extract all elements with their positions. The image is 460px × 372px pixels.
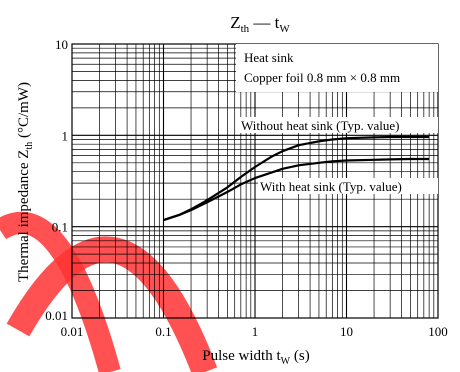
- series-label-without: Without heat sink (Typ. value): [241, 118, 400, 133]
- x-tick-label: 1: [252, 324, 259, 339]
- legend-line-2: Copper foil 0.8 mm × 0.8 mm: [244, 70, 400, 85]
- y-axis-label-sub: th: [24, 142, 35, 150]
- legend-box: [236, 44, 438, 92]
- series-line-with-heat-sink: [163, 157, 430, 222]
- curves: [163, 135, 430, 222]
- x-axis-label: Pulse width tW (s): [202, 348, 309, 367]
- title-t-sub: W: [279, 23, 290, 35]
- series-label-bg-2: [258, 178, 438, 194]
- y-axis-label-var: Z: [16, 150, 32, 159]
- legend-line-1: Heat sink: [244, 50, 294, 65]
- title-t: t: [275, 13, 280, 32]
- x-axis-label-unit: (s): [294, 348, 310, 364]
- x-tick-label: 0.01: [61, 324, 84, 339]
- x-axis-label-sub: W: [281, 356, 291, 367]
- series-line-without-heat-sink: [163, 135, 430, 222]
- title-z: Z: [230, 13, 240, 32]
- x-tick-label: 0.1: [155, 324, 171, 339]
- y-tick-label: 1: [62, 128, 69, 143]
- x-axis-label-var: t: [276, 348, 281, 364]
- y-axis-label-text: Thermal impedance: [16, 162, 32, 282]
- y-axis-label-unit: (°C/mW): [16, 82, 32, 138]
- y-tick-label: 10: [55, 37, 68, 52]
- y-tick-label: 0.01: [45, 308, 68, 323]
- chart-title: Zth — tW: [230, 13, 290, 35]
- y-axis-label: Thermal impedance Zth (°C/mW): [16, 82, 35, 282]
- y-tick-label: 0.1: [52, 220, 68, 235]
- x-tick-label: 10: [340, 324, 353, 339]
- series-label-with: With heat sink (Typ. value): [260, 179, 402, 194]
- series-label-bg-1: [238, 117, 438, 133]
- title-dash: —: [249, 13, 275, 32]
- tick-labels: 0.01 0.1 1 10 100 0.01 0.1 1 10: [45, 37, 448, 339]
- grid: [71, 43, 439, 319]
- title-z-sub: th: [241, 23, 250, 35]
- watermark-stroke-2: [0, 211, 121, 372]
- x-axis-label-text: Pulse width: [202, 348, 273, 364]
- x-tick-label: 100: [428, 324, 448, 339]
